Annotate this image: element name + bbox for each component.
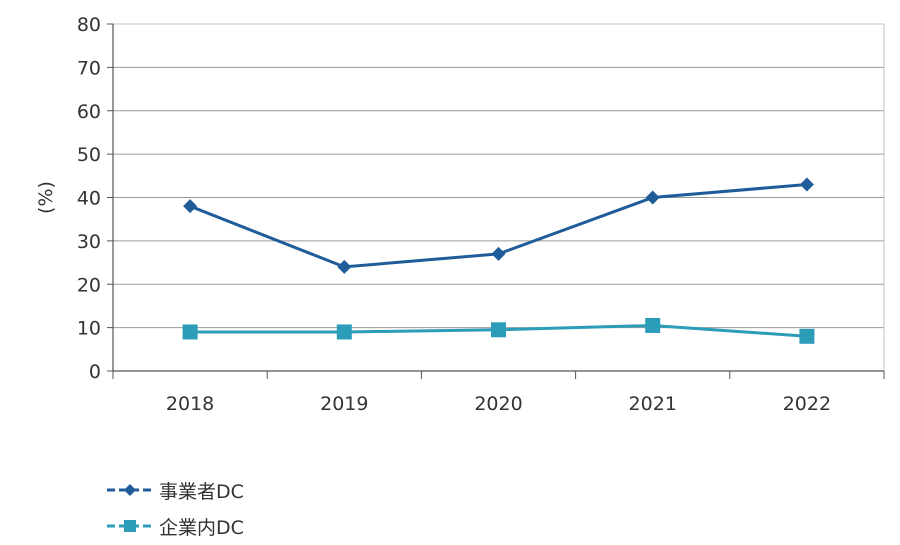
x-tick-label-2021: 2021 <box>629 393 677 415</box>
y-tick-label-70: 70 <box>77 57 101 79</box>
x-tick-label-2020: 2020 <box>474 393 522 415</box>
y-tick-label-40: 40 <box>77 188 101 210</box>
data-point-s1-2021 <box>645 190 660 205</box>
series-lines <box>182 177 815 344</box>
x-tick-label-2022: 2022 <box>783 393 831 415</box>
legend-label-series-2: 企業内DC <box>159 516 244 539</box>
y-tick-label-60: 60 <box>77 101 101 123</box>
x-tick-label-2018: 2018 <box>166 393 214 415</box>
data-point-s2-2018 <box>182 324 198 340</box>
x-tick-label-2019: 2019 <box>320 393 368 415</box>
x-tick-labels: 2018 2019 2020 2021 2022 <box>166 393 831 415</box>
gridlines <box>113 66 884 329</box>
axes <box>107 23 885 379</box>
data-point-s2-2022 <box>799 328 815 344</box>
data-point-s2-2020 <box>491 322 506 338</box>
y-axis-label: (%) <box>35 181 57 214</box>
legend-item-series-1: 事業者DC <box>105 472 244 508</box>
legend: 事業者DC 企業内DC <box>105 472 244 544</box>
y-tick-labels: 0 10 20 30 40 50 60 70 80 <box>77 14 101 383</box>
data-point-s1-2020 <box>491 246 506 261</box>
y-tick-label-20: 20 <box>77 274 101 296</box>
data-point-s2-2019 <box>336 324 352 340</box>
y-tick-label-0: 0 <box>89 361 101 383</box>
data-point-s2-2021 <box>645 317 661 333</box>
data-point-s1-2018 <box>183 199 198 214</box>
data-point-s1-2022 <box>799 177 814 192</box>
data-point-s1-2019 <box>337 259 352 274</box>
y-tick-label-50: 50 <box>77 144 101 166</box>
diamond-marker-icon <box>107 484 153 496</box>
legend-label-series-1: 事業者DC <box>159 480 244 503</box>
y-tick-label-80: 80 <box>77 14 101 36</box>
square-marker-icon <box>107 520 153 532</box>
y-tick-label-30: 30 <box>77 231 101 253</box>
legend-item-series-2: 企業内DC <box>105 508 244 544</box>
y-tick-label-10: 10 <box>77 318 101 340</box>
